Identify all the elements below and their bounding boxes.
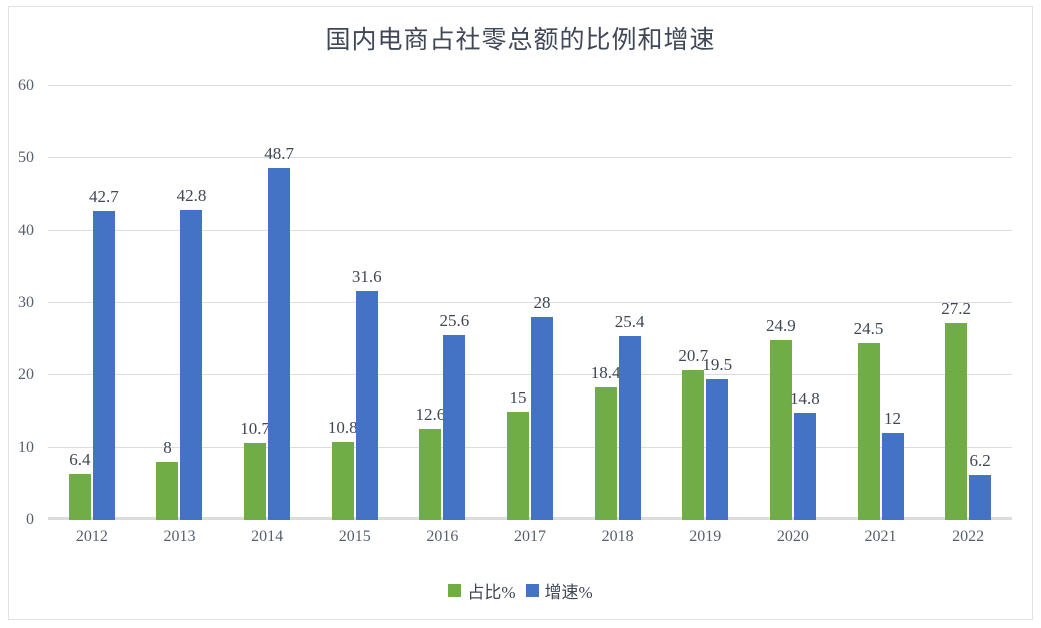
gridline <box>48 302 1012 303</box>
bar-2012-share[interactable] <box>68 473 91 520</box>
bar-value-label: 15 <box>509 387 527 407</box>
bar-value-label: 42.7 <box>88 187 119 207</box>
y-axis-tick-label: 40 <box>18 221 34 239</box>
bar-2021-growth[interactable] <box>881 433 904 520</box>
x-axis-tick-label: 2017 <box>514 528 546 545</box>
bar-2017-share[interactable] <box>507 411 529 520</box>
x-axis-tick-label: 2021 <box>864 528 897 545</box>
gridline <box>48 157 1012 159</box>
bar-2022-growth[interactable] <box>969 475 992 520</box>
bar-value-label: 27.2 <box>941 299 972 319</box>
bar-2018-growth[interactable] <box>618 336 641 520</box>
bar-value-label: 25.4 <box>614 312 645 332</box>
bar-value-label: 10.7 <box>240 418 270 438</box>
bar-2021-share[interactable] <box>857 342 880 520</box>
bar-value-label: 6.4 <box>69 449 91 469</box>
gridline <box>48 85 1012 86</box>
chart-title: 国内电商占社零总额的比例和增速 <box>325 27 716 54</box>
gridline <box>48 374 1012 376</box>
x-axis: 2012 2013 2014 2015 2016 2017 2018 2019 2020 2021… <box>48 528 1012 556</box>
bar-value-label: 42.8 <box>176 186 207 206</box>
x-axis-tick-label: 2015 <box>338 528 371 545</box>
gridline <box>48 517 1012 520</box>
bar-2016-share[interactable] <box>419 428 442 520</box>
x-axis-tick-label: 2022 <box>952 528 985 545</box>
bar-value-label: 12 <box>884 409 902 429</box>
legend-item-share[interactable]: 占比% <box>448 578 516 603</box>
bar-2019-share[interactable] <box>682 370 705 520</box>
bar-value-label: 10.8 <box>327 417 358 437</box>
x-axis-tick-label: 2019 <box>689 528 722 545</box>
y-axis-tick-label: 20 <box>18 366 34 384</box>
legend-item-growth[interactable]: 增速% <box>525 578 593 603</box>
x-axis-tick-label: 2013 <box>163 528 196 545</box>
y-axis: 0 10 20 30 40 50 60 <box>0 77 44 528</box>
bar-value-label: 31.6 <box>351 267 382 287</box>
x-axis-tick-label: 2020 <box>776 528 809 545</box>
legend-swatch-icon <box>448 584 462 597</box>
legend-label: 增速% <box>544 583 593 602</box>
bar-2015-growth[interactable] <box>355 291 378 520</box>
legend-swatch-icon <box>525 584 539 597</box>
bar-2020-growth[interactable] <box>793 412 816 520</box>
bar-2017-growth[interactable] <box>531 317 553 520</box>
bar-value-label: 48.7 <box>264 143 294 163</box>
bar-value-label: 19.5 <box>702 354 733 374</box>
bar-value-label: 14.8 <box>790 388 820 408</box>
chart-legend: 占比% 增速% <box>0 578 1041 603</box>
bar-2014-growth[interactable] <box>268 167 291 520</box>
y-axis-tick-label: 30 <box>18 294 34 311</box>
bar-value-label: 24.5 <box>853 318 884 338</box>
bar-value-label: 18.4 <box>590 362 621 382</box>
bar-value-label: 12.6 <box>415 404 446 424</box>
bar-2014-share[interactable] <box>244 442 267 520</box>
bar-2013-share[interactable] <box>156 462 179 520</box>
y-axis-tick-label: 10 <box>18 438 34 456</box>
y-axis-tick-label: 0 <box>26 511 34 528</box>
bar-value-label: 20.7 <box>678 346 709 366</box>
bar-2022-share[interactable] <box>945 323 968 520</box>
bar-value-label: 6.2 <box>969 451 991 471</box>
bar-value-label: 25.6 <box>439 310 470 330</box>
x-axis-tick-label: 2016 <box>426 528 459 545</box>
bar-2016-growth[interactable] <box>443 334 466 520</box>
bar-2018-share[interactable] <box>594 386 617 520</box>
legend-label: 占比% <box>467 583 516 602</box>
gridline <box>48 446 1012 448</box>
x-axis-tick-label: 2012 <box>75 528 108 545</box>
x-axis-tick-label: 2018 <box>601 528 634 545</box>
gridline <box>48 229 1012 231</box>
y-axis-tick-label: 60 <box>18 77 34 94</box>
bar-2013-growth[interactable] <box>180 210 203 520</box>
x-axis-tick-label: 2014 <box>251 528 284 545</box>
plot-area: 6.4 42.7 8 42.8 10.7 48.7 10.8 31.6 12.6 25.6 15 28… <box>48 85 1012 520</box>
bar-2012-growth[interactable] <box>92 211 115 520</box>
bar-2020-share[interactable] <box>769 339 792 520</box>
bar-value-label: 28 <box>533 293 551 313</box>
bar-2019-growth[interactable] <box>706 378 729 520</box>
y-axis-tick-label: 50 <box>18 149 34 167</box>
bar-2015-share[interactable] <box>331 441 354 520</box>
bar-value-label: 24.9 <box>766 315 796 335</box>
bar-value-label: 8 <box>163 438 172 458</box>
